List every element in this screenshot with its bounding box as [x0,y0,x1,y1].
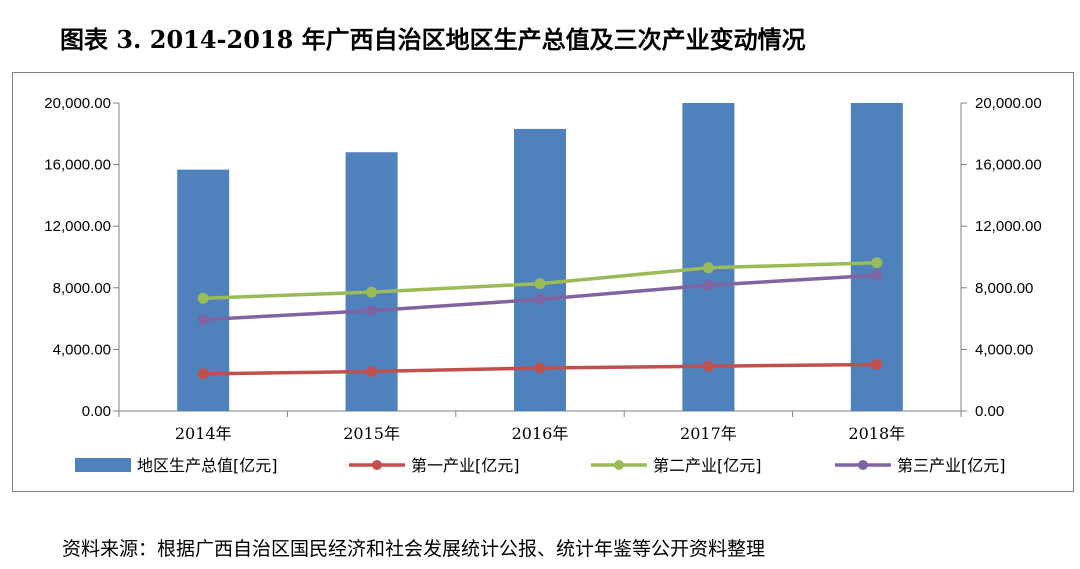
bar [682,103,735,411]
y-tick-label-right: 20,000.00 [975,95,1042,112]
legend-swatch-point [372,460,382,470]
figure-title: 图表 3. 2014-2018 年广西自治区地区生产总值及三次产业变动情况 [60,25,806,54]
x-tick-label: 2017年 [680,424,737,443]
series-point [702,360,714,372]
bars-group [177,103,903,411]
y-tick-label-left: 4,000.00 [53,341,111,358]
x-tick-label: 2015年 [343,424,400,443]
chart-frame: 0.00 4,000.00 8,000.00 12,000.00 16,000.00 20… [12,72,1074,492]
series-point [702,262,714,274]
legend-group: 地区生产总值[亿元] 第一产业[亿元] 第二产业[亿元] 第三产业[亿元] [75,456,1006,475]
legend-swatch-point [858,460,868,470]
combo-chart: 0.00 4,000.00 8,000.00 12,000.00 16,000.00 20… [44,95,1041,475]
legend-label: 地区生产总值[亿元] [137,456,278,475]
y-tick-label-right: 0.00 [975,403,1004,420]
series-point [702,279,714,291]
y-tick-label-right: 12,000.00 [975,218,1042,235]
series-point [366,305,378,317]
x-tick-label: 2016年 [512,424,569,443]
y-tick-label-right: 16,000.00 [975,157,1042,174]
legend-label: 第二产业[亿元] [653,456,762,475]
x-tick-label: 2018年 [848,424,905,443]
y-tick-label-right: 4,000.00 [975,341,1033,358]
y-tick-label-left: 8,000.00 [53,280,111,297]
y-tick-label-left: 12,000.00 [44,218,111,235]
series-point [366,365,378,377]
legend-swatch-bar [75,458,131,472]
series-point [197,314,209,326]
ticks-group: 0.00 4,000.00 8,000.00 12,000.00 16,000.00 20… [44,95,1041,443]
series-point [197,292,209,304]
lines-group [197,257,883,380]
series-point [871,257,883,269]
source-note: 资料来源：根据广西自治区国民经济和社会发展统计公报、统计年鉴等公开资料整理 [62,538,766,560]
series-point [534,278,546,290]
y-tick-label-left: 20,000.00 [44,95,111,112]
y-tick-label-left: 16,000.00 [44,157,111,174]
x-tick-label: 2014年 [175,424,232,443]
series-point [534,293,546,305]
series-point [871,359,883,371]
legend-swatch-point [614,460,624,470]
series-point [197,368,209,380]
y-tick-label-right: 8,000.00 [975,280,1033,297]
series-point [366,286,378,298]
y-tick-label-left: 0.00 [82,403,111,420]
series-point [871,269,883,281]
legend-label: 第三产业[亿元] [897,456,1006,475]
legend-label: 第一产业[亿元] [411,456,520,475]
series-point [534,362,546,374]
